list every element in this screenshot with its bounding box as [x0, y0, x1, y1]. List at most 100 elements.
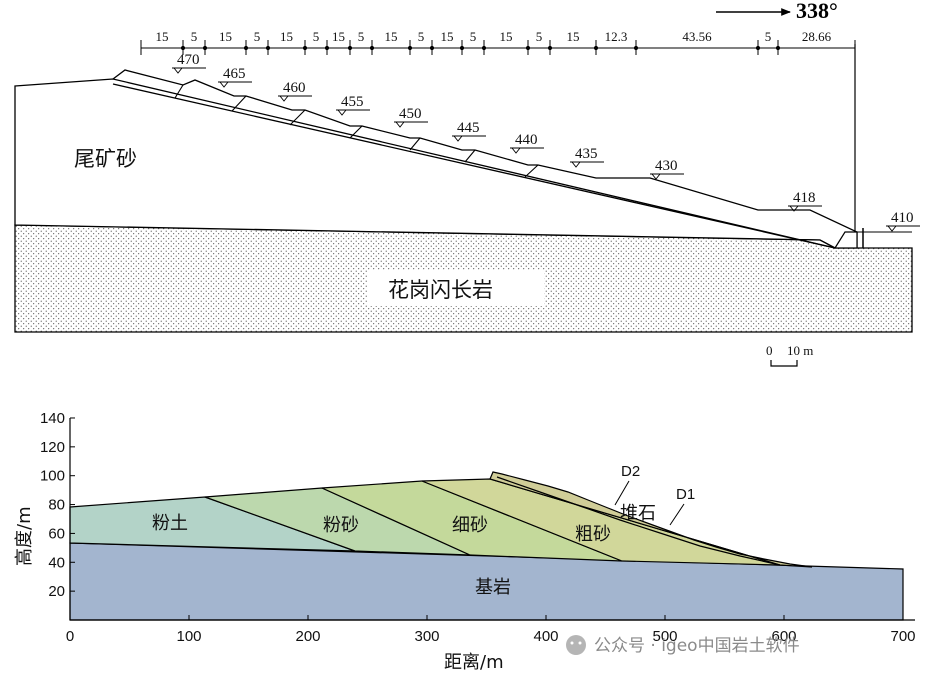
dimension-node — [180, 45, 186, 51]
direction-label: 338° — [796, 0, 838, 23]
dimension-label: 28.66 — [802, 29, 832, 44]
dimension-label: 5 — [470, 29, 477, 44]
marker-d1: D1 — [676, 486, 695, 503]
dimension-label: 15 — [567, 29, 580, 44]
dimension-node — [202, 45, 208, 51]
elevation-label: 435 — [575, 146, 598, 162]
dimension-label: 5 — [765, 29, 772, 44]
top-section-diagram: 15 5 15 5 15 5 15 5 15 5 15 5 15 5 15 12.3 43.56 5 28.66 3… — [14, 0, 920, 367]
elevation-marker: 418 — [788, 190, 822, 212]
layer-rockfill — [489, 471, 813, 568]
elevation-label: 460 — [283, 80, 306, 96]
dimension-label: 15 — [280, 29, 293, 44]
y-axis-label: 高度/m — [14, 506, 35, 566]
x-tick-label: 100 — [176, 628, 201, 645]
tailings-label: 尾矿砂 — [74, 147, 137, 171]
elevation-marker: 410 — [886, 210, 920, 232]
dimension-node — [407, 45, 413, 51]
dimension-label: 5 — [191, 29, 198, 44]
y-tick-label: 120 — [40, 439, 65, 456]
scale-zero: 0 — [766, 343, 773, 358]
elevation-marker: 430 — [650, 158, 684, 180]
dimension-label: 5 — [313, 29, 320, 44]
marker-d1-leader — [669, 503, 685, 526]
watermark: 公众号 · igeo中国岩土软件 — [566, 635, 800, 656]
x-tick-label: 300 — [414, 628, 439, 645]
dimension-node — [481, 45, 487, 51]
dimension-label: 15 — [385, 29, 398, 44]
dimension-label: 15 — [332, 29, 345, 44]
watermark-text: 公众号 · igeo中国岩土软件 — [594, 636, 800, 656]
dimension-node — [243, 45, 249, 51]
label-coarse-sand: 粗砂 — [575, 524, 611, 545]
elevation-marker: 450 — [394, 106, 428, 128]
elevation-marker: 455 — [336, 94, 370, 116]
y-tick-label: 20 — [48, 583, 65, 600]
dimension-label: 43.56 — [682, 29, 712, 44]
elevation-marker: 465 — [218, 66, 252, 88]
dam-slope-top — [112, 69, 858, 248]
y-tick-label: 60 — [48, 525, 65, 542]
bedrock-label-box — [368, 270, 544, 306]
dam-slope-inner — [112, 83, 836, 249]
scale-bar: 0 10 m — [766, 343, 813, 367]
dimension-label: 12.3 — [605, 29, 628, 44]
dimension-node — [429, 45, 435, 51]
dimension-node — [459, 45, 465, 51]
label-silty-sand: 粉砂 — [323, 515, 359, 536]
elevation-label: 455 — [341, 94, 364, 110]
rockfill-inner-line — [496, 476, 781, 566]
elevation-marker: 470 — [172, 52, 206, 74]
elevation-label: 440 — [515, 132, 538, 148]
x-tick-label: 700 — [890, 628, 915, 645]
elevation-label: 410 — [891, 210, 914, 226]
dimension-node — [547, 45, 553, 51]
y-tick-label: 80 — [48, 497, 65, 514]
dimension-node — [633, 45, 639, 51]
dimension-node — [775, 45, 781, 51]
elevation-label: 465 — [223, 66, 246, 82]
x-tick-label: 600 — [771, 628, 796, 645]
marker-d2: D2 — [621, 463, 640, 480]
y-tick-label: 40 — [48, 554, 65, 571]
y-tick-label: 100 — [40, 468, 65, 485]
wechat-icon — [566, 635, 586, 655]
elevation-marker: 445 — [452, 120, 486, 142]
label-rockfill: 堆石 — [620, 503, 656, 524]
dimension-ticks — [140, 40, 856, 55]
label-bedrock: 基岩 — [475, 577, 511, 598]
x-tick-label: 400 — [533, 628, 558, 645]
label-fine-sand: 细砂 — [452, 515, 488, 536]
dimension-labels: 15 5 15 5 15 5 15 5 15 5 15 5 15 5 15 12.3 43.56 5 28.66 — [156, 29, 832, 44]
elevation-label: 445 — [457, 120, 480, 136]
dimension-node — [302, 45, 308, 51]
elevation-label: 450 — [399, 106, 422, 122]
dimension-label: 5 — [418, 29, 425, 44]
dimension-label: 15 — [500, 29, 513, 44]
bedrock-label: 花岗闪长岩 — [388, 278, 493, 302]
scale-label: 10 m — [787, 343, 813, 358]
berm-lines — [174, 84, 539, 178]
dimension-node — [369, 45, 375, 51]
dimension-node — [525, 45, 531, 51]
dimension-node — [265, 45, 271, 51]
elevation-label: 470 — [177, 52, 200, 68]
elevation-label: 418 — [793, 190, 816, 206]
dimension-label: 15 — [219, 29, 232, 44]
elevation-marker: 460 — [278, 80, 312, 102]
bottom-profile-chart: 20 40 60 80 100 120 140 0 100 200 300 400 500 600 700… — [14, 410, 916, 673]
x-tick-label: 200 — [295, 628, 320, 645]
dimension-label: 5 — [536, 29, 543, 44]
elevation-marker: 440 — [510, 132, 544, 154]
dimension-node — [755, 45, 761, 51]
elevation-label: 430 — [655, 158, 678, 174]
elevation-marker: 435 — [570, 146, 604, 168]
toe-block — [833, 231, 858, 249]
dimension-label: 15 — [156, 29, 169, 44]
x-axis-ticks: 0 100 200 300 400 500 600 700 — [66, 615, 916, 645]
marker-d2-leader — [614, 480, 630, 506]
dimension-node — [324, 45, 330, 51]
dimension-node — [347, 45, 353, 51]
x-tick-label: 500 — [652, 628, 677, 645]
